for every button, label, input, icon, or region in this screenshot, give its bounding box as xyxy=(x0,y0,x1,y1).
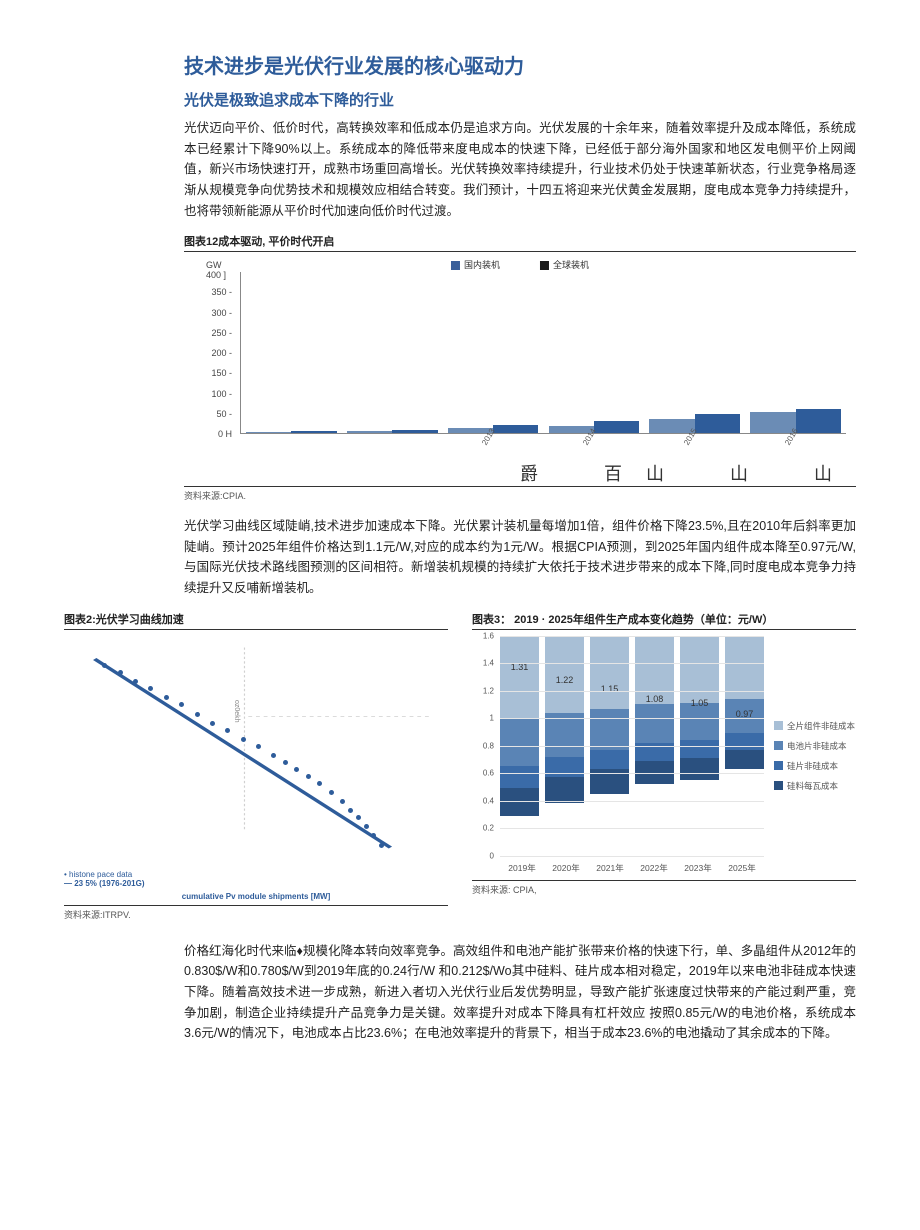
paragraph-1: 光伏迈向平价、低价时代，高转换效率和低成本仍是追求方向。光伏发展的十余年来，随着… xyxy=(184,118,856,221)
paragraph-2: 光伏学习曲线区域陡峭,技术进步加速成本下降。光伏累计装机量每增加1倍，组件价格下… xyxy=(184,516,856,599)
chart2-col: 图表2:光伏学习曲线加速 oz0ekh • histone pace data … xyxy=(64,611,448,935)
chart3-col: 图表3： 2019 · 2025年组件生产成本变化趋势（单位：元/W） 00.2… xyxy=(472,611,856,935)
chart3-title: 图表3： 2019 · 2025年组件生产成本变化趋势（单位：元/W） xyxy=(472,611,856,630)
paragraph-3: 价格红海化时代来临♦规模化降本转向效率竞争。高效组件和电池产能扩张带来价格的快速… xyxy=(184,941,856,1044)
chart1: GW400 ] 国内装机 全球装机 0 H50 -100 -150 -200 -… xyxy=(184,258,856,458)
chart1-source: 资料来源:CPIA. xyxy=(184,486,856,502)
chart2: oz0ekh xyxy=(64,636,448,866)
chart3-legend: 全片组件非硅成本电池片非硅成本硅片非硅成本硅料每瓦成本 xyxy=(768,636,856,876)
chart2-caption: cumulative Pv module shipments [MW] xyxy=(64,892,448,901)
chart3: 00.20.40.60.811.21.41.6 1.311.221.151.08… xyxy=(472,636,856,876)
chart2-source: 资料来源:ITRPV. xyxy=(64,905,448,921)
chart2-title: 图表2:光伏学习曲线加速 xyxy=(64,611,448,630)
chart1-legend: 国内装机 全球装机 xyxy=(451,258,589,271)
chart2-legend: • histone pace data — 23 5% (1976-201G) xyxy=(64,870,448,888)
sub-title: 光伏是极致追求成本下降的行业 xyxy=(184,89,856,110)
decorative-glyphs: 爵 百山 山 山 xyxy=(184,460,856,482)
chart1-title: 图表12成本驱动, 平价时代开启 xyxy=(184,233,856,252)
main-title: 技术进步是光伏行业发展的核心驱动力 xyxy=(184,50,856,79)
chart3-source: 资料来源: CPIA, xyxy=(472,880,856,896)
